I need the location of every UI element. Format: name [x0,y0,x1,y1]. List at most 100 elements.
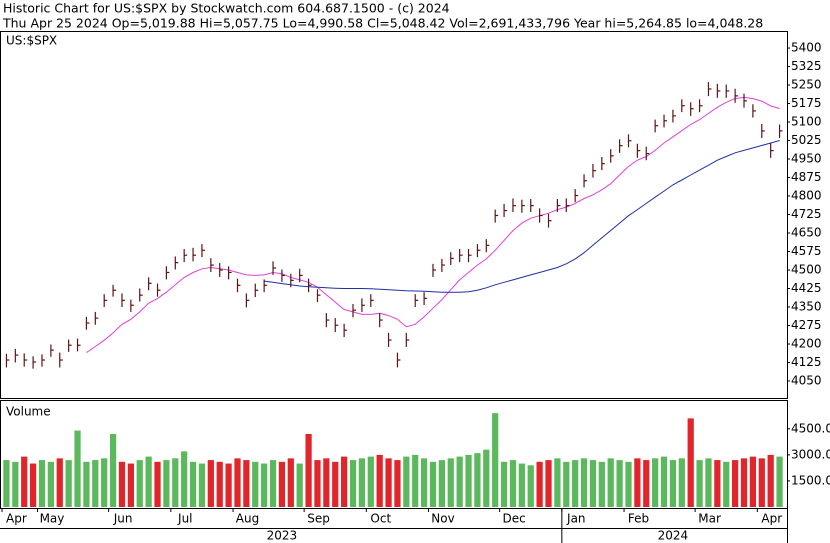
year-label: 2024 [658,529,689,543]
volume-bar [687,418,694,507]
symbol-label: US:$SPX [6,34,57,48]
x-tick-label: Dec [502,512,525,526]
volume-bar [234,458,241,507]
volume-bar [323,458,330,507]
volume-bar [376,454,383,507]
volume-bar [509,460,517,507]
volume-bar [589,460,597,507]
volume-bar [56,458,63,507]
volume-bar [536,461,543,507]
volume-bar [314,460,321,507]
x-tick-label: Aug [236,512,259,526]
y-tick-label: 4950 [791,152,822,166]
x-tick-label: Oct [370,512,391,526]
volume-bar [572,460,579,507]
volume-bar [367,456,374,507]
volume-bar [225,463,232,507]
volume-bar [332,461,339,507]
y-tick-label: 4725 [791,207,822,221]
x-tick-label: Jun [113,512,133,526]
volume-bar [420,458,428,507]
volume-bar [92,460,99,507]
y-tick-label: 4875 [791,170,822,184]
volume-bar [723,461,730,507]
volume-bar [83,461,90,507]
x-tick-label: Nov [431,512,454,526]
x-tick-label: Apr [6,512,27,526]
volume-bar [181,451,188,507]
volume-bar [145,456,152,507]
volume-bar [465,454,472,507]
volume-bar [394,460,401,507]
y-tick-label: 4275 [791,318,822,332]
volume-bar [21,456,28,507]
volume-label: Volume [6,405,51,419]
volume-bar [65,460,72,507]
y-tick-label: 4500 [791,262,822,276]
volume-bar [385,458,392,507]
year-label: 2023 [267,529,298,543]
volume-bar [616,460,623,507]
y-tick-label: 5025 [791,133,822,147]
volume-bar [349,460,357,507]
volume-bar [29,463,37,507]
moving-average-line [264,140,780,293]
volume-bar [652,458,659,507]
x-tick-label: Jul [177,512,192,526]
volume-bar [554,458,561,507]
volume-bar [305,434,312,507]
volume-bar [74,430,81,507]
volume-bar [287,458,294,507]
volume-bar [705,458,712,507]
y-tick-label: 4050 [791,373,822,387]
volume-bar [243,460,250,507]
volume-bar [198,463,206,507]
x-tick-label: Mar [698,512,721,526]
y-tick-label: 4650 [791,226,822,240]
volume-bar [474,453,481,507]
volume-bar [669,460,677,507]
volume-bar [136,460,143,507]
volume-bar [341,456,348,507]
volume-bar [189,461,197,507]
y-tick-label: 4500.0 [791,421,830,435]
volume-bar [776,456,783,507]
y-tick-label: 4575 [791,244,822,258]
y-tick-label: 4425 [791,281,822,295]
volume-bar [101,458,108,507]
x-tick-label: May [40,512,65,526]
volume-bar [714,460,721,507]
volume-bar [216,461,223,507]
moving-average-line [86,96,780,354]
volume-bar [38,460,46,507]
volume-bar [296,463,303,507]
volume-bar [3,460,10,507]
volume-bar [634,458,641,507]
y-tick-label: 4350 [791,299,822,313]
volume-bar [643,460,650,507]
x-tick-label: Apr [761,512,782,526]
volume-bar [518,463,525,507]
x-tick-label: Sep [307,512,330,526]
volume-bar [358,458,366,507]
volume-bar [607,458,614,507]
y-tick-label: 4200 [791,336,822,350]
y-tick-label: 5325 [791,59,822,73]
volume-bar [580,458,588,507]
volume-bar [429,461,437,507]
volume-bar [269,460,277,507]
y-tick-label: 4800 [791,189,822,203]
volume-bar [500,461,508,507]
y-tick-label: 3000.0 [791,447,830,461]
volume-bar [154,461,161,507]
x-tick-label: Feb [628,512,649,526]
volume-bar [447,458,454,507]
volume-bar [563,461,570,507]
volume-bar [109,434,117,507]
volume-bar [598,461,605,507]
volume-bar [758,458,765,507]
y-tick-label: 5175 [791,96,822,110]
volume-bar [492,413,499,507]
volume-bar [483,449,490,507]
